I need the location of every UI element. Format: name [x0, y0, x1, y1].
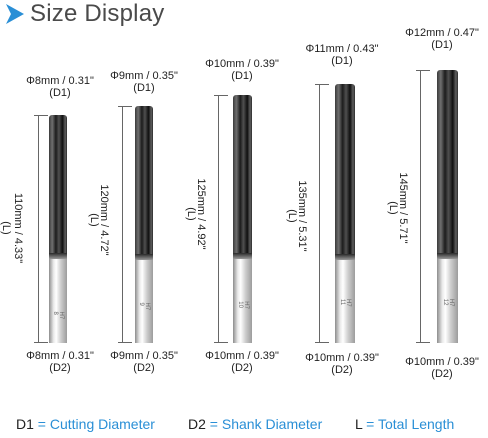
- tool-5-engraving: H7 12: [441, 298, 454, 307]
- tool-1-d1-value: Φ8mm / 0.31": [26, 75, 94, 87]
- tool-2-bottom-tick: [118, 342, 132, 343]
- tool-3-d1-value: Φ10mm / 0.39": [205, 58, 279, 70]
- tool-2-d1-label: Φ9mm / 0.35" (D1): [104, 70, 184, 94]
- tool-1-d1-label: Φ8mm / 0.31" (D1): [20, 75, 100, 99]
- tool-5-d1-label: Φ12mm / 0.47" (D1): [396, 27, 488, 51]
- tool-4-bottom-tick: [315, 342, 329, 343]
- tool-3-neck: [233, 253, 252, 259]
- tool-4-flute: [335, 84, 355, 256]
- tool-4-d2-value: Φ10mm / 0.39": [305, 352, 379, 364]
- tool-4-shank: [335, 260, 355, 343]
- tool-3-flute: [233, 95, 252, 255]
- legend-l-key: L: [355, 416, 363, 432]
- tool-3-length-code: (L): [185, 207, 197, 221]
- legend-d1-eq: =: [33, 416, 50, 432]
- tool-2-neck: [135, 254, 153, 260]
- legend-item-d2: D2 = Shank Diameter: [188, 416, 322, 432]
- tool-4-length-code: (L): [286, 209, 298, 223]
- legend-d2-key: D2: [188, 416, 206, 432]
- tool-5-d1-value: Φ12mm / 0.47": [405, 27, 479, 39]
- tool-4-d1-label: Φ11mm / 0.43" (D1): [297, 43, 387, 67]
- tool-2-top-tick: [118, 106, 132, 107]
- tool-1-reamer: H7 8: [49, 115, 67, 343]
- tool-5-d1-code: (D1): [431, 39, 453, 51]
- tool-5-top-tick: [416, 70, 430, 71]
- title-text: Size Display: [30, 0, 165, 27]
- tool-3-shank: [233, 259, 252, 343]
- tool-2-d2-value: Φ9mm / 0.35": [110, 350, 178, 362]
- tool-4-d1-value: Φ11mm / 0.43": [305, 43, 379, 55]
- tool-5-length-code: (L): [387, 201, 399, 215]
- tool-1-length-value: 110mm / 4.33": [12, 192, 24, 264]
- tool-1-neck: [49, 253, 67, 259]
- tool-3-bottom-tick: [214, 342, 228, 343]
- tool-3-engraving: H7 10: [236, 301, 249, 309]
- tool-1-top-tick: [34, 115, 48, 116]
- tool-4-reamer: H7 11: [335, 84, 355, 343]
- tool-1-d1-code: (D1): [49, 87, 71, 99]
- tool-1-shank: [49, 259, 67, 343]
- legend-d1-value: Cutting Diameter: [49, 416, 155, 432]
- legend-l-eq: =: [362, 416, 378, 432]
- tool-1-length-label: 110mm / 4.33": [12, 168, 24, 288]
- tool-4-d2-label: Φ10mm / 0.39" (D2): [297, 352, 387, 376]
- tool-1-length-code: (L): [0, 221, 12, 235]
- tool-5-flute: [437, 70, 458, 255]
- tool-1-bottom-tick: [34, 342, 48, 343]
- tool-4-top-tick: [315, 84, 329, 85]
- tool-2-d2-label: Φ9mm / 0.35" (D2): [104, 350, 184, 374]
- tool-2-d2-code: (D2): [133, 362, 155, 374]
- legend-item-l: L = Total Length: [355, 416, 454, 432]
- tool-3-d1-label: Φ10mm / 0.39" (D1): [198, 58, 286, 82]
- tool-2-engraving: H7 9: [138, 302, 150, 311]
- tool-5-d2-value: Φ10mm / 0.39": [405, 356, 479, 368]
- tool-1-flute: [49, 115, 67, 255]
- tool-1-engraving: H7 8: [52, 311, 64, 320]
- tool-5-neck: [437, 253, 458, 259]
- legend-item-d1: D1 = Cutting Diameter: [16, 416, 155, 432]
- play-arrow-icon: [6, 4, 24, 24]
- section-title: Size Display: [6, 0, 164, 28]
- legend-l-value: Total Length: [377, 416, 455, 432]
- tool-2-length-code: (L): [88, 213, 100, 227]
- tool-4-length-line: [319, 84, 320, 343]
- legend-d2-eq: =: [205, 416, 222, 432]
- legend-d2-value: Shank Diameter: [221, 416, 323, 432]
- tool-5-reamer: H7 12: [437, 70, 458, 343]
- tool-3-reamer: H7 10: [233, 95, 252, 343]
- tool-2-d1-value: Φ9mm / 0.35": [110, 70, 178, 82]
- legend-d1-key: D1: [16, 416, 34, 432]
- tool-5-d2-label: Φ10mm / 0.39" (D2): [396, 356, 488, 380]
- tool-3-d2-value: Φ10mm / 0.39": [205, 350, 279, 362]
- tool-4-d1-code: (D1): [331, 55, 353, 67]
- tool-5-length-line: [420, 70, 421, 343]
- tool-3-d1-code: (D1): [231, 70, 253, 82]
- tool-4-d2-code: (D2): [331, 364, 353, 376]
- tool-2-d1-code: (D1): [133, 82, 155, 94]
- tool-3-d2-code: (D2): [231, 362, 253, 374]
- tool-4-neck: [335, 254, 355, 260]
- tool-2-flute: [135, 106, 153, 256]
- tool-4-engraving: H7 11: [339, 299, 351, 307]
- tool-5-d2-code: (D2): [431, 368, 453, 380]
- tool-5-bottom-tick: [416, 342, 430, 343]
- tool-3-d2-label: Φ10mm / 0.39" (D2): [198, 350, 286, 374]
- tool-1-length-line: [38, 115, 39, 343]
- tool-2-reamer: H7 9: [135, 106, 153, 343]
- tool-3-length-line: [218, 95, 219, 343]
- tool-1-d2-label: Φ8mm / 0.31" (D2): [20, 350, 100, 374]
- tool-1-d2-code: (D2): [49, 362, 71, 374]
- tool-3-top-tick: [214, 95, 228, 96]
- tool-5-shank: [437, 259, 458, 343]
- tool-2-length-line: [122, 106, 123, 343]
- tool-2-shank: [135, 260, 153, 343]
- tool-1-d2-value: Φ8mm / 0.31": [26, 350, 94, 362]
